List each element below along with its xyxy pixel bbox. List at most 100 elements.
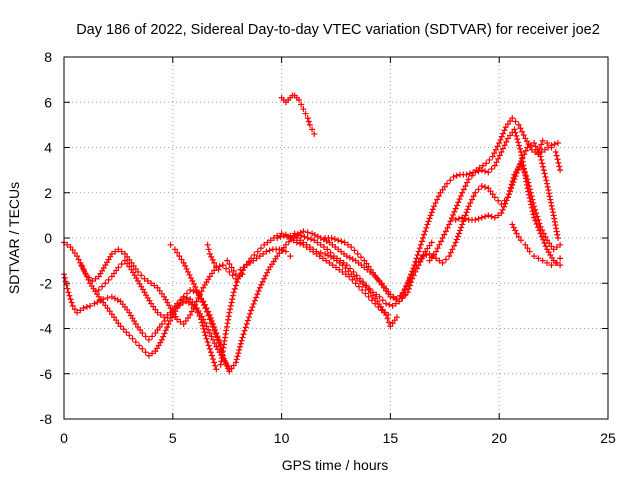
data-point (465, 176, 472, 183)
data-point (182, 262, 189, 269)
data-point (66, 292, 73, 299)
data-point (237, 266, 244, 273)
data-point (95, 287, 102, 294)
data-point (165, 320, 172, 327)
data-point (463, 171, 470, 178)
data-point (373, 291, 380, 298)
data-point (554, 231, 561, 238)
data-point (399, 290, 406, 297)
data-point (393, 314, 400, 321)
data-point (205, 342, 212, 349)
data-point (123, 329, 130, 336)
data-point (500, 145, 507, 152)
data-point (366, 285, 373, 292)
data-point (284, 233, 291, 240)
data-point (359, 287, 366, 294)
data-point (313, 250, 320, 257)
data-point (527, 189, 534, 196)
data-point (546, 240, 553, 247)
data-point (336, 266, 343, 273)
data-point (482, 213, 489, 220)
data-point (515, 139, 522, 146)
data-point (512, 118, 519, 125)
data-point (329, 262, 336, 269)
data-point (434, 245, 441, 252)
data-point (380, 284, 387, 291)
data-point (225, 313, 232, 320)
data-point (458, 224, 465, 231)
data-point (533, 210, 540, 217)
data-point (209, 323, 216, 330)
data-point (539, 137, 546, 144)
data-point (223, 327, 230, 334)
data-point (453, 202, 460, 209)
plot-frame (63, 56, 609, 420)
data-point (430, 203, 437, 210)
data-point (443, 180, 450, 187)
data-point (356, 275, 363, 282)
data-point (67, 296, 74, 303)
data-point (211, 327, 218, 334)
data-point (139, 345, 146, 352)
y-tick-label: -8 (40, 411, 53, 427)
data-point (152, 306, 159, 313)
data-point (152, 330, 159, 337)
data-point (208, 333, 215, 340)
data-point (532, 206, 539, 213)
data-point (180, 320, 187, 327)
data-point (365, 293, 372, 300)
data-point (188, 308, 195, 315)
data-point (387, 323, 394, 330)
data-point (426, 250, 433, 257)
data-point (478, 182, 485, 189)
data-point (404, 280, 411, 287)
data-point (534, 213, 541, 220)
data-point (462, 182, 469, 189)
data-point (393, 296, 400, 303)
data-point (285, 238, 292, 245)
data-point (384, 315, 391, 322)
data-point (262, 272, 269, 279)
data-point (229, 272, 236, 279)
data-point (553, 225, 560, 232)
data-point (192, 284, 199, 291)
data-point (321, 244, 328, 251)
data-point (528, 193, 535, 200)
x-axis-label: GPS time / hours (282, 457, 389, 473)
data-point (105, 276, 112, 283)
data-point (487, 188, 494, 195)
data-point (500, 130, 507, 137)
data-point (504, 194, 511, 201)
x-tick-label: 10 (274, 430, 290, 446)
data-point (244, 317, 251, 324)
x-tick-label: 15 (383, 430, 399, 446)
series-track-b (61, 228, 435, 375)
series-track-k (398, 115, 561, 300)
data-point (553, 244, 560, 251)
data-point (491, 214, 498, 221)
data-point (202, 332, 209, 339)
series-track-m (452, 160, 564, 253)
data-point (291, 230, 298, 237)
data-point (236, 343, 243, 350)
data-point (328, 235, 335, 241)
data-point (81, 268, 88, 275)
data-point (317, 241, 324, 248)
data-point (447, 177, 454, 184)
data-point (232, 359, 239, 366)
data-point (242, 324, 249, 331)
data-point (264, 239, 271, 246)
data-point (479, 162, 486, 169)
data-point (511, 126, 518, 133)
data-point (401, 287, 408, 294)
data-point (390, 294, 397, 301)
data-point (187, 311, 194, 318)
data-point (528, 146, 535, 153)
data-point (372, 272, 379, 279)
data-point (544, 237, 551, 244)
data-point (297, 240, 304, 247)
data-point (145, 352, 152, 359)
data-point (557, 167, 564, 174)
data-point (363, 282, 370, 289)
data-point (544, 180, 551, 187)
